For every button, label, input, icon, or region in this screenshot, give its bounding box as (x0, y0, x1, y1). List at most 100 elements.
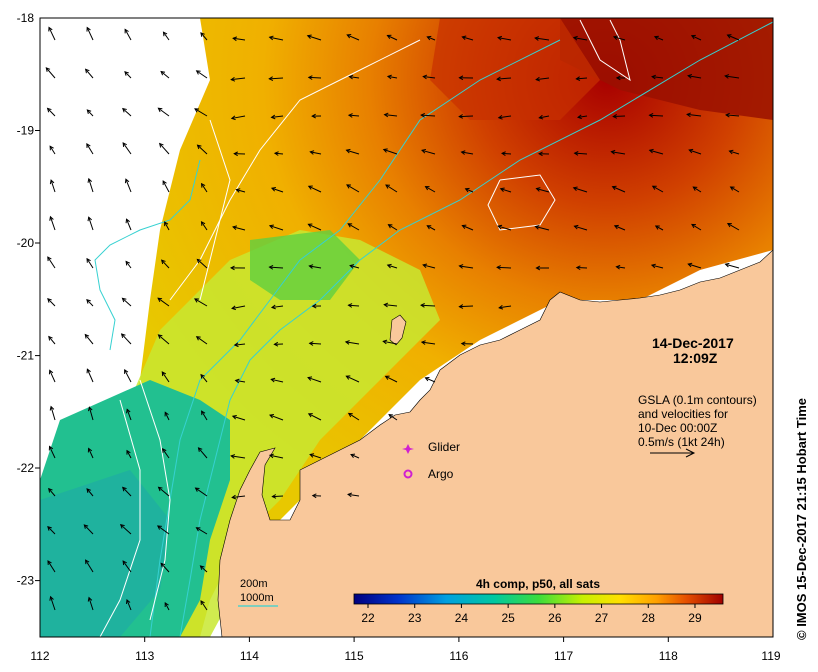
velocity-arrow (573, 37, 588, 41)
velocity-arrow (348, 114, 360, 117)
velocity-arrow-head (200, 32, 205, 37)
velocity-arrow-head (382, 148, 388, 153)
velocity-arrow-head (534, 36, 540, 41)
velocity-arrow (688, 75, 702, 79)
velocity-arrow-head (464, 187, 470, 193)
velocity-arrow (687, 113, 702, 117)
x-tick-label: 113 (135, 649, 154, 663)
velocity-arrow (459, 305, 474, 308)
velocity-arrow (86, 109, 94, 117)
velocity-arrow-head (119, 523, 125, 529)
velocity-arrow (388, 224, 398, 231)
velocity-arrow (47, 256, 56, 269)
velocity-arrow (231, 77, 246, 81)
velocity-arrow-head (346, 34, 352, 39)
velocity-arrow (462, 225, 474, 231)
x-tick-label: 118 (659, 649, 678, 663)
velocity-arrow (611, 151, 626, 155)
velocity-arrow (347, 223, 360, 231)
velocity-arrow-head (573, 224, 579, 230)
colorbar-tick-label: 27 (595, 611, 609, 625)
velocity-arrow (309, 265, 322, 269)
colorbar-tick-label: 28 (642, 611, 656, 625)
velocity-arrow (459, 265, 474, 269)
velocity-arrow-head (610, 149, 616, 155)
velocity-arrow (233, 37, 246, 41)
velocity-arrow (85, 559, 94, 573)
velocity-arrow (423, 76, 436, 79)
velocity-arrow-head (306, 34, 312, 39)
velocity-arrow (47, 560, 56, 573)
y-tick-label: -22 (17, 461, 35, 475)
velocity-arrow-head (311, 113, 316, 119)
velocity-arrow (231, 305, 246, 309)
velocity-arrow (121, 333, 132, 345)
velocity-arrow (689, 149, 702, 155)
velocity-arrow-head (158, 142, 164, 148)
gsla-contour (579, 19, 631, 82)
velocity-arrow-head (426, 225, 432, 230)
velocity-arrow-head (49, 405, 55, 411)
velocity-arrow (421, 114, 436, 117)
velocity-arrow-head (386, 74, 392, 80)
velocity-arrow-head (311, 493, 317, 499)
velocity-arrow-head (422, 263, 428, 269)
velocity-arrow-head (273, 341, 279, 347)
velocity-arrow (86, 299, 94, 307)
velocity-arrow (194, 298, 208, 307)
velocity-arrow-head (126, 408, 131, 414)
velocity-arrow-head (538, 151, 543, 157)
velocity-arrow-head (692, 186, 698, 191)
velocity-arrow-head (308, 264, 314, 269)
velocity-arrow-head (535, 76, 541, 82)
velocity-arrow-head (47, 256, 52, 262)
plot-frame (39, 17, 774, 638)
velocity-arrow-head (49, 145, 54, 151)
velocity-arrow-head (307, 223, 313, 228)
velocity-arrow (49, 446, 56, 459)
velocity-arrow (498, 115, 512, 119)
velocity-arrow (269, 77, 284, 80)
gsla-contour (99, 399, 141, 637)
velocity-arrow (269, 454, 284, 459)
velocity-arrow-head (654, 225, 660, 230)
velocity-arrow-head (47, 525, 52, 531)
velocity-arrow-head (195, 527, 201, 532)
colorbar-tick-label: 29 (688, 611, 702, 625)
velocity-arrow-head (420, 303, 425, 308)
velocity-arrow (347, 34, 360, 41)
velocity-arrow-head (350, 453, 356, 458)
velocity-arrow (535, 226, 550, 231)
velocity-arrow-head (388, 414, 394, 419)
depth-200-label: 200m (240, 578, 268, 590)
velocity-arrow (308, 76, 322, 79)
velocity-arrow-head (124, 368, 129, 374)
scale-arrow-icon (650, 448, 696, 458)
argo-marker (403, 469, 413, 479)
velocity-arrow-head (345, 375, 351, 380)
velocity-arrow-head (726, 223, 732, 228)
velocity-arrow (385, 184, 398, 193)
x-tick-label: 114 (240, 649, 259, 663)
velocity-arrow (197, 259, 208, 269)
velocity-arrow-head (382, 339, 388, 345)
velocity-arrow (274, 152, 284, 155)
velocity-arrow (161, 259, 170, 269)
velocity-arrow-head (157, 525, 162, 530)
velocity-arrow (157, 297, 170, 307)
velocity-arrow (459, 115, 474, 118)
velocity-arrow-head (349, 264, 355, 269)
velocity-arrow (85, 68, 94, 79)
velocity-arrow (122, 487, 132, 497)
velocity-arrow (47, 526, 56, 535)
velocity-arrow (47, 298, 56, 307)
velocity-arrow (232, 226, 246, 231)
velocity-arrow (345, 341, 360, 345)
velocity-arrow (462, 36, 474, 41)
velocity-arrow (649, 114, 664, 117)
colorbar-gradient (353, 593, 724, 605)
velocity-arrow-head (86, 368, 91, 374)
velocity-arrow-head (46, 107, 52, 113)
velocity-arrow-head (160, 562, 166, 568)
velocity-arrow (86, 258, 94, 269)
